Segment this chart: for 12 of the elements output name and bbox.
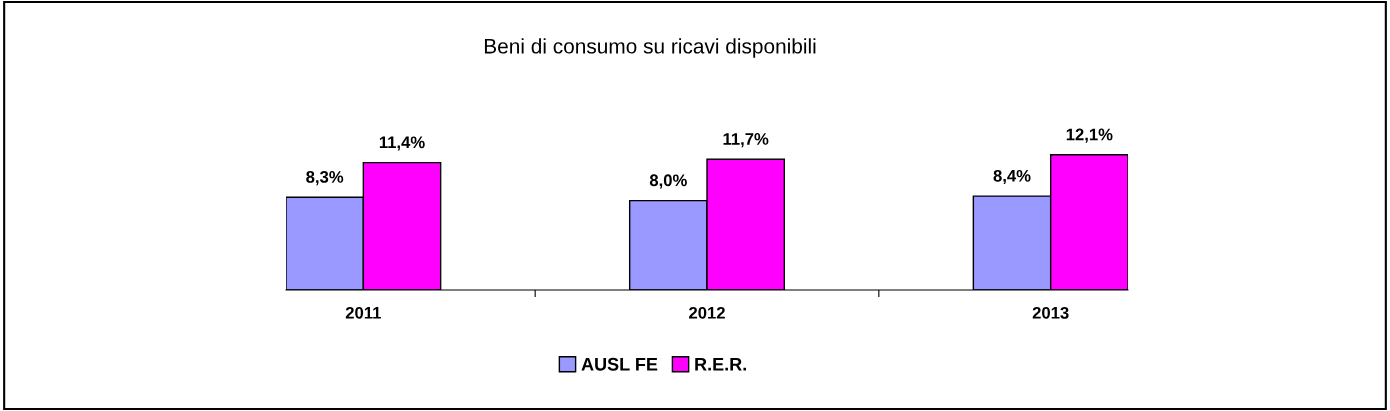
data-label: 12,1% bbox=[1066, 128, 1113, 143]
x-tick-label: 2011 bbox=[345, 306, 381, 319]
x-tick-label: 2012 bbox=[689, 306, 725, 319]
chart-title: Beni di consumo su ricavi disponibili bbox=[484, 38, 816, 58]
x-tick-label: 2013 bbox=[1032, 306, 1069, 319]
data-label: 8,4% bbox=[993, 169, 1031, 185]
legend-label: R.E.R. bbox=[695, 358, 746, 371]
data-label: 11,4% bbox=[379, 136, 425, 151]
data-label: 8,0% bbox=[649, 174, 687, 189]
data-label: 8,3% bbox=[306, 171, 344, 186]
legend-label: AUSL FE bbox=[581, 357, 658, 371]
data-label: 11,7% bbox=[723, 133, 769, 148]
